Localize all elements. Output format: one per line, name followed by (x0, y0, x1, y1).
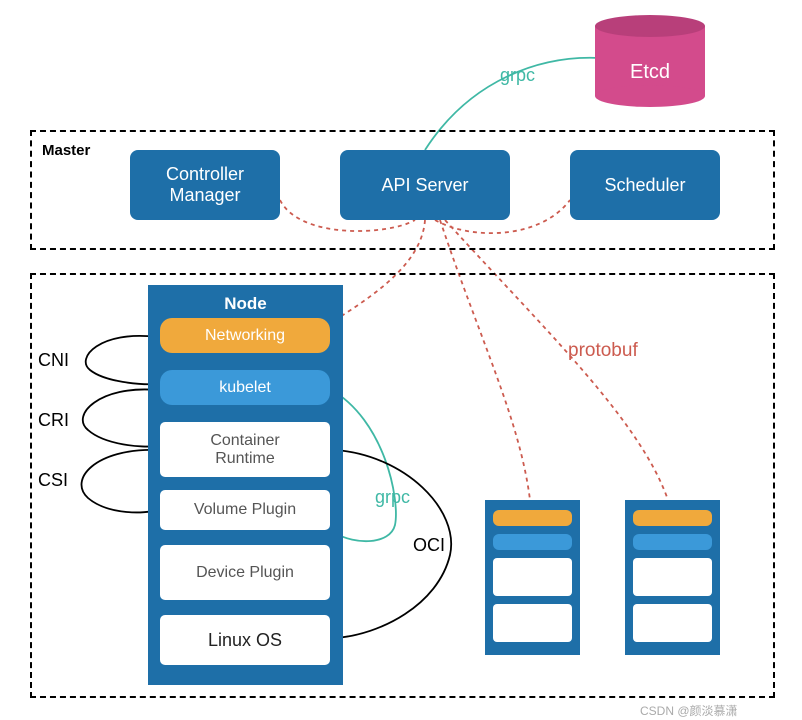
device-plugin-label: Device Plugin (196, 564, 294, 582)
api-server-box: API Server (340, 150, 510, 220)
scheduler-label: Scheduler (604, 175, 685, 196)
device-plugin-box: Device Plugin (160, 545, 330, 600)
oci-label: OCI (413, 535, 445, 556)
mini2-white-box-2 (633, 604, 712, 642)
scheduler-box: Scheduler (570, 150, 720, 220)
diagram-canvas: Etcd Master Controller Manager API Serve… (0, 0, 802, 720)
api-server-label: API Server (381, 175, 468, 196)
master-title: Master (42, 142, 90, 159)
kubelet-box: kubelet (160, 370, 330, 405)
protobuf-label: protobuf (568, 340, 638, 362)
volume-plugin-box: Volume Plugin (160, 490, 330, 530)
etcd-cylinder: Etcd (595, 15, 705, 107)
grpc-top-label: grpc (500, 65, 535, 86)
mini-node-2 (625, 500, 720, 655)
container-runtime-label: Container Runtime (210, 432, 279, 468)
mini2-blue-bar (633, 534, 712, 550)
grpc-mid-label: grpc (375, 487, 410, 508)
watermark: CSDN @颜淡慕潇 (640, 702, 738, 719)
node-title: Node (148, 292, 343, 316)
controller-manager-label: Controller Manager (166, 164, 244, 206)
linux-os-box: Linux OS (160, 615, 330, 665)
networking-box: Networking (160, 318, 330, 353)
cni-label: CNI (38, 350, 69, 371)
mini2-white-box-1 (633, 558, 712, 596)
mini1-orange-bar (493, 510, 572, 526)
kubelet-label: kubelet (219, 379, 271, 397)
linux-os-label: Linux OS (208, 630, 282, 651)
networking-label: Networking (205, 327, 285, 345)
container-runtime-box: Container Runtime (160, 422, 330, 477)
controller-manager-box: Controller Manager (130, 150, 280, 220)
etcd-label: Etcd (595, 37, 705, 107)
cri-label: CRI (38, 410, 69, 431)
mini1-blue-bar (493, 534, 572, 550)
mini-node-1 (485, 500, 580, 655)
volume-plugin-label: Volume Plugin (194, 501, 296, 519)
mini1-white-box-1 (493, 558, 572, 596)
mini2-orange-bar (633, 510, 712, 526)
csi-label: CSI (38, 470, 68, 491)
mini1-white-box-2 (493, 604, 572, 642)
